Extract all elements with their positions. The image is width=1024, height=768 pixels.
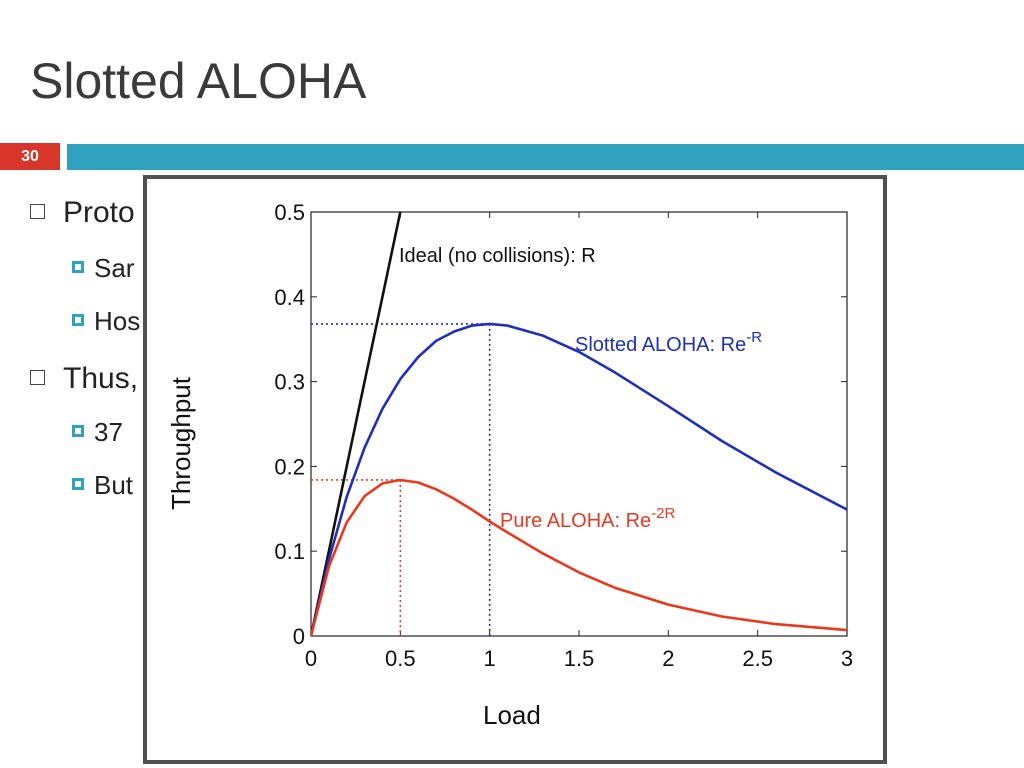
square-bullet-icon bbox=[72, 261, 84, 274]
accent-bar bbox=[67, 144, 1024, 170]
bullet-text: But bbox=[94, 470, 134, 500]
sub-bullet-item: 37 bbox=[72, 417, 123, 448]
slide-title: Slotted ALOHA bbox=[30, 53, 367, 109]
bullet-text: 37 bbox=[94, 417, 123, 447]
bullet-text: Sar bbox=[94, 253, 135, 283]
y-axis-label: Throughput bbox=[166, 377, 196, 510]
square-bullet-icon bbox=[72, 425, 84, 438]
hollow-square-bullet-icon bbox=[30, 369, 45, 385]
bullet-text: Thus, bbox=[63, 362, 139, 395]
sub-bullet-item: Sar bbox=[72, 253, 134, 284]
bullet-item: Thus, bbox=[30, 362, 138, 396]
hollow-square-bullet-icon bbox=[30, 203, 45, 219]
bullet-item: Proto bbox=[30, 196, 135, 230]
sub-bullet-item: Hos bbox=[72, 306, 140, 337]
chart-figure bbox=[143, 175, 887, 764]
sub-bullet-item: But bbox=[72, 470, 133, 501]
x-axis-label: Load bbox=[483, 700, 541, 730]
bullet-text: Hos bbox=[94, 306, 141, 336]
square-bullet-icon bbox=[72, 478, 84, 491]
square-bullet-icon bbox=[72, 314, 84, 327]
bullet-text: Proto bbox=[63, 196, 135, 229]
slide-number: 30 bbox=[0, 143, 60, 170]
